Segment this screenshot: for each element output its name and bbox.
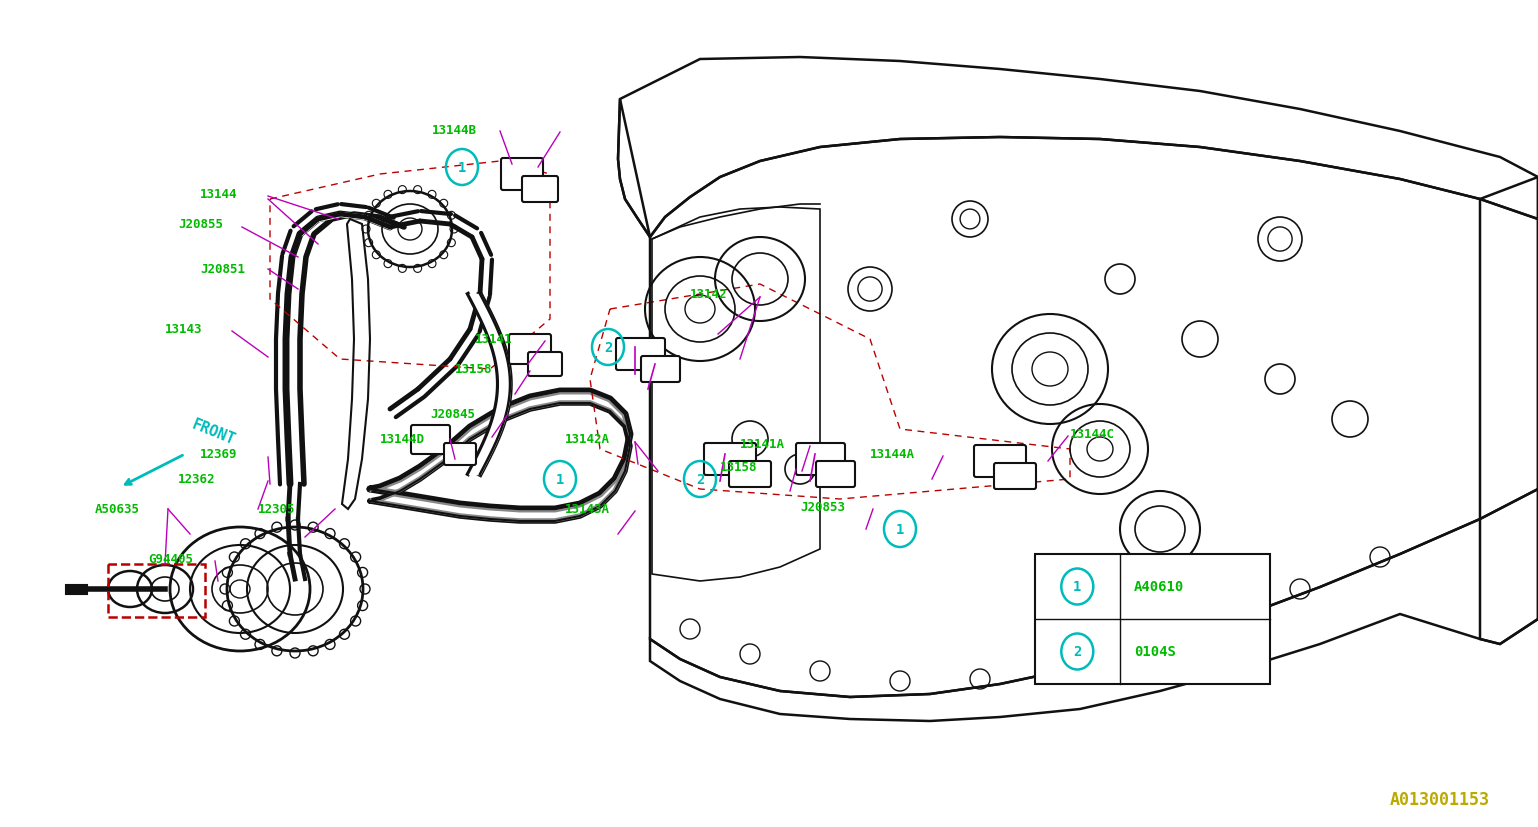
Text: 1: 1 (1074, 580, 1081, 594)
Text: 13144B: 13144B (432, 123, 477, 136)
FancyBboxPatch shape (509, 335, 551, 365)
FancyBboxPatch shape (817, 461, 855, 487)
Text: 13144: 13144 (200, 189, 237, 201)
Text: J20853: J20853 (800, 501, 844, 514)
FancyBboxPatch shape (521, 177, 558, 203)
Text: 13158: 13158 (720, 461, 758, 474)
Text: 12362: 12362 (178, 473, 215, 486)
Text: 13144C: 13144C (1070, 428, 1115, 441)
FancyBboxPatch shape (974, 446, 1026, 477)
Text: 2: 2 (695, 472, 704, 486)
Text: 13144A: 13144A (871, 448, 915, 461)
FancyBboxPatch shape (528, 352, 561, 376)
Text: 13141: 13141 (475, 333, 512, 346)
Text: 2: 2 (1074, 645, 1081, 658)
Text: 1: 1 (458, 160, 466, 174)
FancyBboxPatch shape (501, 159, 543, 191)
Text: A50635: A50635 (95, 503, 140, 516)
Text: 12369: 12369 (200, 448, 237, 461)
FancyBboxPatch shape (617, 338, 664, 370)
Text: 13143A: 13143A (564, 503, 611, 516)
Text: J20845: J20845 (431, 408, 475, 421)
Text: 2: 2 (604, 341, 612, 355)
FancyBboxPatch shape (411, 425, 451, 455)
Text: 13142: 13142 (691, 288, 727, 301)
Text: 13144D: 13144D (380, 433, 424, 446)
FancyBboxPatch shape (729, 461, 771, 487)
Text: J20851: J20851 (200, 263, 245, 276)
FancyBboxPatch shape (444, 443, 475, 466)
Text: 13158: 13158 (455, 363, 492, 376)
Text: 0104S: 0104S (1134, 645, 1175, 658)
Text: A013001153: A013001153 (1390, 790, 1490, 808)
Text: G94405: G94405 (148, 552, 192, 566)
Text: 13141A: 13141A (740, 438, 784, 451)
FancyBboxPatch shape (797, 443, 844, 476)
Bar (1035, 554, 1270, 684)
Text: 13142A: 13142A (564, 433, 611, 446)
FancyBboxPatch shape (994, 463, 1037, 490)
Text: FRONT: FRONT (191, 417, 238, 447)
Text: 1: 1 (555, 472, 564, 486)
FancyBboxPatch shape (704, 443, 757, 476)
Text: 12305: 12305 (258, 503, 295, 516)
Text: 1: 1 (895, 523, 904, 537)
Text: 13143: 13143 (165, 323, 203, 336)
Text: A40610: A40610 (1134, 580, 1184, 594)
Text: J20855: J20855 (178, 218, 223, 232)
FancyBboxPatch shape (641, 356, 680, 383)
